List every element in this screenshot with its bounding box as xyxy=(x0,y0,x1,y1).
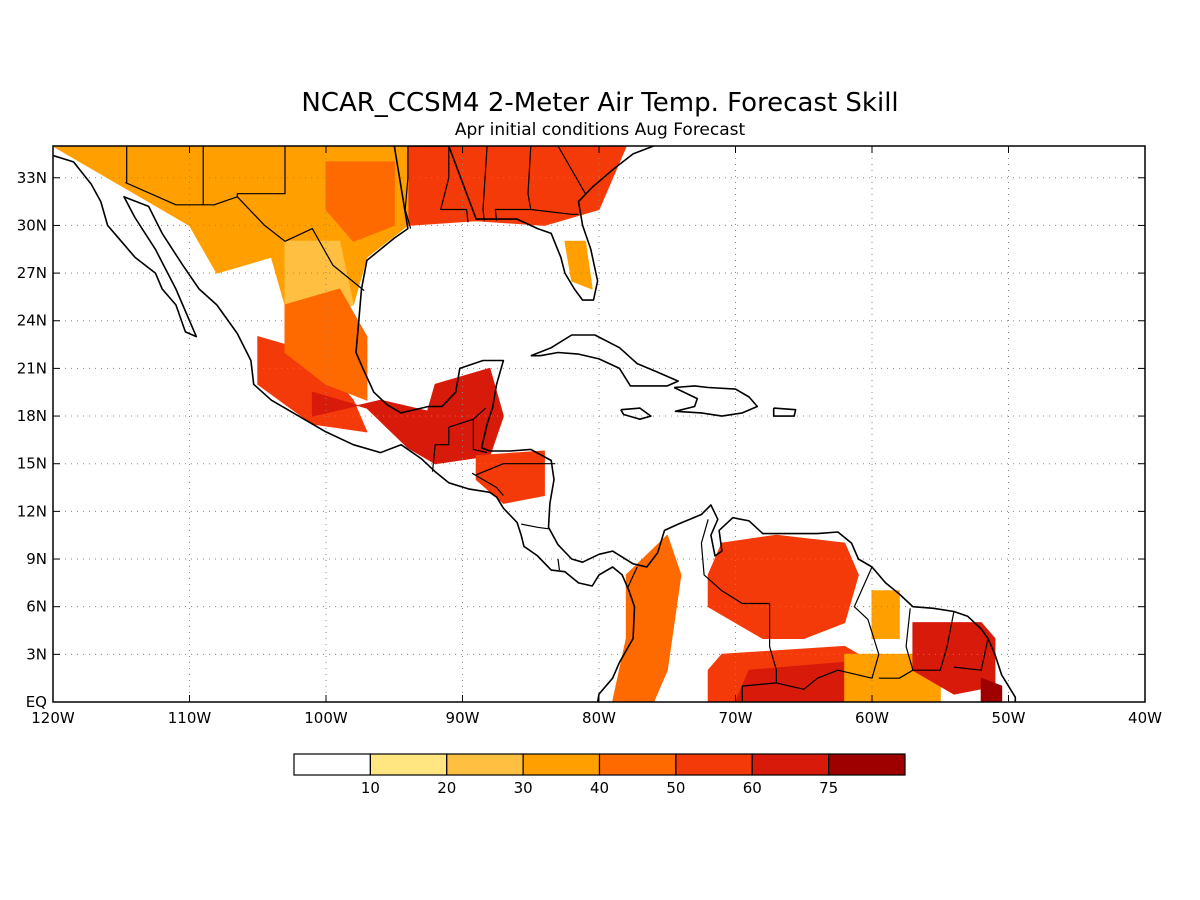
lon-tick-label: 110W xyxy=(168,709,212,727)
colorbar-label: 40 xyxy=(590,779,609,797)
political-border xyxy=(530,208,579,215)
lon-tick-label: 60W xyxy=(855,709,889,727)
political-border xyxy=(700,519,778,702)
coastline xyxy=(772,407,797,417)
lat-tick-label: 27N xyxy=(17,264,47,282)
coastline xyxy=(407,146,654,301)
lat-tick-label: 18N xyxy=(17,407,47,425)
colorbar-swatch xyxy=(522,753,601,776)
lon-tick-label: 80W xyxy=(582,709,616,727)
political-border xyxy=(440,146,469,223)
lat-tick-label: 6N xyxy=(26,598,47,616)
colorbar-label: 10 xyxy=(361,779,380,797)
colorbar-label: 50 xyxy=(666,779,685,797)
colorbar-label: 75 xyxy=(819,779,838,797)
lat-tick-label: 15N xyxy=(17,455,47,473)
colorbar-swatch xyxy=(369,753,448,776)
colorbar-label: 60 xyxy=(743,779,762,797)
skill-region-guyana-coast xyxy=(871,590,900,639)
colorbar-label: 30 xyxy=(514,779,533,797)
lat-tick-label: 33N xyxy=(17,169,47,187)
lon-tick-label: 100W xyxy=(304,709,348,727)
skill-region-texas-gulf-coast xyxy=(325,161,395,242)
border-layer xyxy=(125,146,989,702)
lon-tick-label: 40W xyxy=(1128,709,1162,727)
coastline xyxy=(673,385,759,417)
coastline xyxy=(620,407,652,421)
lat-tick-label: 12N xyxy=(17,502,47,520)
political-border xyxy=(125,181,365,292)
map-plot-area: 120W 110W 100W 90W 80W 70W 60W 50W 40W EQ 3N 6N 9N 12… xyxy=(17,145,1162,727)
coastline-layer xyxy=(53,146,1017,702)
political-border xyxy=(472,419,488,454)
political-border xyxy=(521,523,549,530)
skill-region-amazon-north-core xyxy=(735,661,846,702)
lon-tick-label: 70W xyxy=(719,709,753,727)
coastline xyxy=(53,154,636,702)
colorbar-swatch xyxy=(675,753,753,776)
political-border xyxy=(471,472,504,496)
colorbar-swatch xyxy=(293,753,371,776)
graticule-layer xyxy=(53,146,1145,702)
political-border xyxy=(557,558,560,571)
colorbar-swatch xyxy=(446,753,524,776)
lat-tick-label: 21N xyxy=(17,359,47,377)
political-border xyxy=(912,611,955,671)
political-border xyxy=(431,407,487,472)
map-subtitle: Apr initial conditions Aug Forecast xyxy=(455,120,746,140)
colorbar-swatch xyxy=(828,753,906,776)
political-border xyxy=(776,566,880,690)
coastline xyxy=(530,334,680,387)
political-border xyxy=(404,146,412,229)
political-border xyxy=(953,638,989,671)
political-border xyxy=(475,463,556,476)
coastline xyxy=(355,146,1017,702)
lat-tick-label: 24N xyxy=(17,312,47,330)
colorbar-label: 20 xyxy=(437,779,456,797)
lon-tick-label: 90W xyxy=(446,709,480,727)
skill-region-amapa xyxy=(980,677,1003,702)
lat-tick-label: 30N xyxy=(17,216,47,234)
political-border xyxy=(482,146,488,221)
political-border xyxy=(236,146,286,197)
lat-tick-label: 9N xyxy=(26,550,47,568)
lon-tick-label: 50W xyxy=(992,709,1026,727)
colorbar-legend: 10 20 30 40 50 60 75 xyxy=(293,753,906,797)
political-border xyxy=(627,566,638,588)
colorbar-swatch xyxy=(751,753,830,776)
lon-tick-label: 120W xyxy=(31,709,75,727)
lat-tick-label: EQ xyxy=(26,693,47,711)
colorbar-swatch xyxy=(598,753,677,776)
axis-ticks: 120W 110W 100W 90W 80W 70W 60W 50W 40W EQ 3N 6N 9N 12… xyxy=(17,146,1162,727)
skill-region-venezuela xyxy=(707,534,859,639)
map-title: NCAR_CCSM4 2-Meter Air Temp. Forecast Sk… xyxy=(301,88,898,118)
skill-region-florida xyxy=(564,240,593,290)
skill-region-colombia-west xyxy=(612,534,682,702)
political-border xyxy=(557,146,586,194)
lat-tick-label: 3N xyxy=(26,645,47,663)
